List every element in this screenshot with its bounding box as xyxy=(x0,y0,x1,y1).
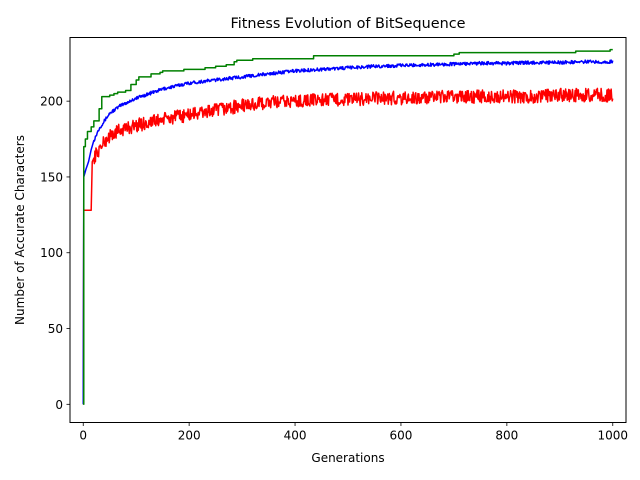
y-tick-label: 100 xyxy=(40,246,63,260)
y-tick-label: 200 xyxy=(40,95,63,109)
x-tick-label: 400 xyxy=(284,429,307,443)
y-tick-label: 0 xyxy=(55,398,63,412)
x-axis-label: Generations xyxy=(311,451,384,465)
y-tick-label: 150 xyxy=(40,170,63,184)
y-axis: 0 50 100 150 200 xyxy=(40,95,70,412)
y-tick-label: 50 xyxy=(48,322,63,336)
x-tick-label: 200 xyxy=(178,429,201,443)
series-line xyxy=(82,87,614,405)
series-line xyxy=(82,59,614,405)
series-line xyxy=(83,48,613,406)
x-axis: 0 200 400 600 800 1000 xyxy=(79,422,628,443)
x-tick-label: 600 xyxy=(389,429,412,443)
plot-frame xyxy=(69,37,627,423)
x-tick-label: 1000 xyxy=(597,429,628,443)
chart-title: Fitness Evolution of BitSequence xyxy=(230,16,465,32)
y-axis-label: Number of Accurate Characters xyxy=(13,135,27,325)
plot-lines xyxy=(82,48,614,406)
x-tick-label: 0 xyxy=(79,429,87,443)
x-tick-label: 800 xyxy=(495,429,518,443)
